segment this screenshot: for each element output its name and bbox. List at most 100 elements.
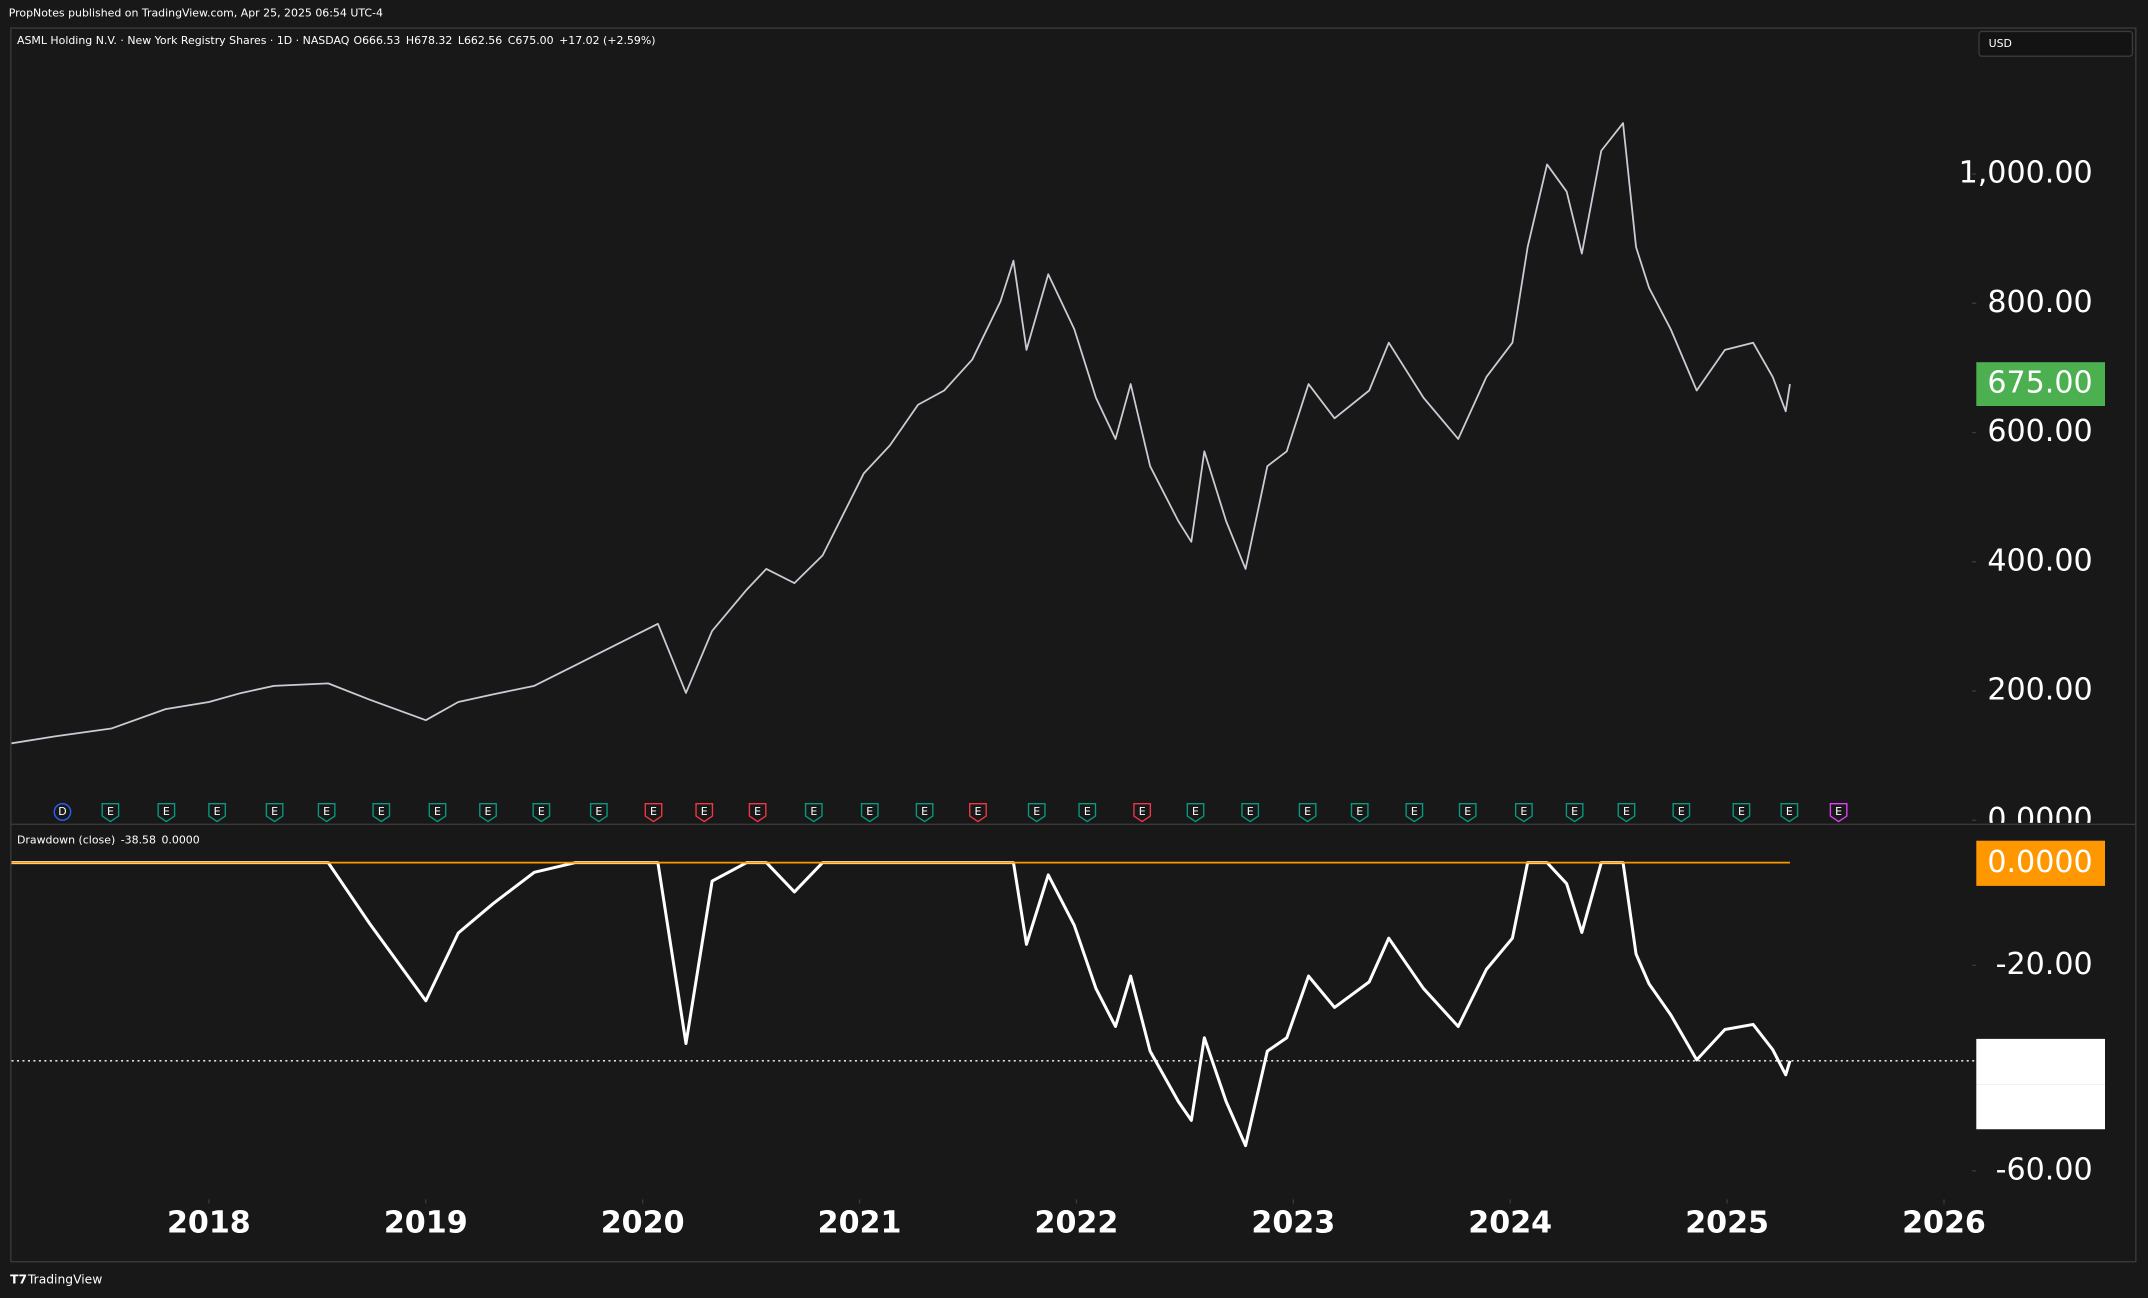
legend-text: O xyxy=(353,34,362,47)
event-label[interactable]: E xyxy=(323,805,330,818)
x-tick-label: 2021 xyxy=(818,1206,902,1241)
earnings-marker[interactable] xyxy=(1780,803,1799,823)
event-label[interactable]: E xyxy=(1738,805,1745,818)
line-series xyxy=(11,861,1792,1148)
earnings-marker[interactable] xyxy=(1027,803,1046,823)
x-tick-label: 2023 xyxy=(1251,1206,1335,1241)
event-label[interactable]: E xyxy=(271,805,278,818)
event-label[interactable]: E xyxy=(1192,805,1199,818)
earnings-marker[interactable] xyxy=(748,803,767,823)
event-label[interactable]: E xyxy=(1464,805,1471,818)
event-label[interactable]: E xyxy=(1356,805,1363,818)
earnings-marker[interactable] xyxy=(1405,803,1424,823)
last-price-label: 675.00 xyxy=(1987,366,2092,401)
y-tick-label: -20.00 xyxy=(1996,947,2093,982)
earnings-marker[interactable] xyxy=(1241,803,1260,823)
event-label[interactable]: E xyxy=(1139,805,1146,818)
event-label[interactable]: E xyxy=(1623,805,1630,818)
y-tick-label: 800.00 xyxy=(1987,285,2092,320)
publish-header: PropNotes published on TradingView.com, … xyxy=(9,7,383,20)
event-label[interactable]: E xyxy=(1786,805,1793,818)
event-label[interactable]: E xyxy=(1571,805,1578,818)
earnings-marker[interactable] xyxy=(208,803,227,823)
earnings-marker[interactable] xyxy=(695,803,714,823)
event-label[interactable]: E xyxy=(810,805,817,818)
legend-text: +17.02 (+2.59%) xyxy=(559,34,655,47)
event-label[interactable]: E xyxy=(214,805,221,818)
y-tick-label: 0.0000 xyxy=(1987,802,2092,837)
earnings-marker[interactable] xyxy=(1829,803,1848,823)
earnings-marker[interactable] xyxy=(1186,803,1205,823)
event-label[interactable]: E xyxy=(538,805,545,818)
legend-text: 662.56 xyxy=(464,34,502,47)
event-label[interactable]: E xyxy=(1678,805,1685,818)
earnings-marker[interactable] xyxy=(1078,803,1097,823)
earnings-marker[interactable] xyxy=(1350,803,1369,823)
event-label[interactable]: E xyxy=(434,805,441,818)
dividend-marker[interactable] xyxy=(53,803,72,821)
last-value-label: -38.77 xyxy=(1996,1088,2093,1123)
event-label[interactable]: E xyxy=(1520,805,1527,818)
earnings-marker[interactable] xyxy=(1514,803,1533,823)
event-label[interactable]: E xyxy=(485,805,492,818)
y-tick-label: 1,000.00 xyxy=(1959,156,2093,191)
earnings-marker[interactable] xyxy=(1732,803,1751,823)
earnings-marker[interactable] xyxy=(644,803,663,823)
x-tick-label: 2022 xyxy=(1035,1206,1119,1241)
x-tick-label: 2019 xyxy=(384,1206,468,1241)
footer-logo: ꓔ7 xyxy=(10,1273,27,1287)
price-pane: 0.0000 200.00 400.00 600.00 800.00 1,000.00 xyxy=(11,122,2093,837)
event-label[interactable]: E xyxy=(975,805,982,818)
event-label[interactable]: E xyxy=(866,805,873,818)
last-value-box xyxy=(1976,1084,2106,1130)
footer-brand: TradingView xyxy=(27,1273,102,1287)
event-label[interactable]: E xyxy=(1033,805,1040,818)
earnings-marker[interactable] xyxy=(1565,803,1584,823)
event-label[interactable]: E xyxy=(595,805,602,818)
currency[interactable]: USD xyxy=(1989,37,2012,50)
earnings-marker[interactable] xyxy=(1298,803,1317,823)
earnings-marker[interactable] xyxy=(479,803,497,823)
last-value-box xyxy=(1976,840,2106,886)
event-label[interactable]: E xyxy=(1084,805,1091,818)
earnings-marker[interactable] xyxy=(1458,803,1477,823)
x-tick-label: 2020 xyxy=(601,1206,685,1241)
event-label[interactable]: E xyxy=(921,805,928,818)
earnings-marker[interactable] xyxy=(860,803,879,823)
event-label[interactable]: E xyxy=(378,805,385,818)
event-label[interactable]: E xyxy=(701,805,708,818)
earnings-marker[interactable] xyxy=(532,803,551,823)
event-label[interactable]: E xyxy=(754,805,761,818)
earnings-marker[interactable] xyxy=(265,803,284,823)
earnings-marker[interactable] xyxy=(157,803,176,823)
earnings-marker[interactable] xyxy=(915,803,934,823)
last-value-box xyxy=(1976,1038,2106,1085)
event-label[interactable]: E xyxy=(1247,805,1254,818)
event-label[interactable]: E xyxy=(1304,805,1311,818)
last-value-label: -38.58 xyxy=(1996,1043,2093,1078)
legend-text: 675.00 xyxy=(515,34,553,47)
event-label[interactable]: E xyxy=(107,805,114,818)
earnings-marker[interactable] xyxy=(317,803,336,823)
x-tick-label: 2025 xyxy=(1685,1206,1769,1241)
legend-text: 666.53 xyxy=(362,34,400,47)
earnings-marker[interactable] xyxy=(1672,803,1691,823)
earnings-marker[interactable] xyxy=(1617,803,1636,823)
event-label[interactable]: D xyxy=(58,805,66,818)
event-label[interactable]: E xyxy=(163,805,170,818)
x-tick-label: 2026 xyxy=(1902,1206,1986,1241)
currency-box[interactable] xyxy=(1978,30,2134,57)
legend-text: H xyxy=(406,34,414,47)
earnings-marker[interactable] xyxy=(804,803,823,823)
earnings-marker[interactable] xyxy=(101,803,120,823)
last-value-label: 0.0000 xyxy=(1987,845,2092,880)
earnings-marker[interactable] xyxy=(969,803,987,823)
earnings-marker[interactable] xyxy=(1133,803,1152,823)
earnings-marker[interactable] xyxy=(428,803,447,823)
event-label[interactable]: E xyxy=(1411,805,1418,818)
earnings-marker[interactable] xyxy=(589,803,608,823)
earnings-marker[interactable] xyxy=(372,803,391,823)
event-label[interactable]: E xyxy=(1835,805,1842,818)
event-label[interactable]: E xyxy=(650,805,657,818)
